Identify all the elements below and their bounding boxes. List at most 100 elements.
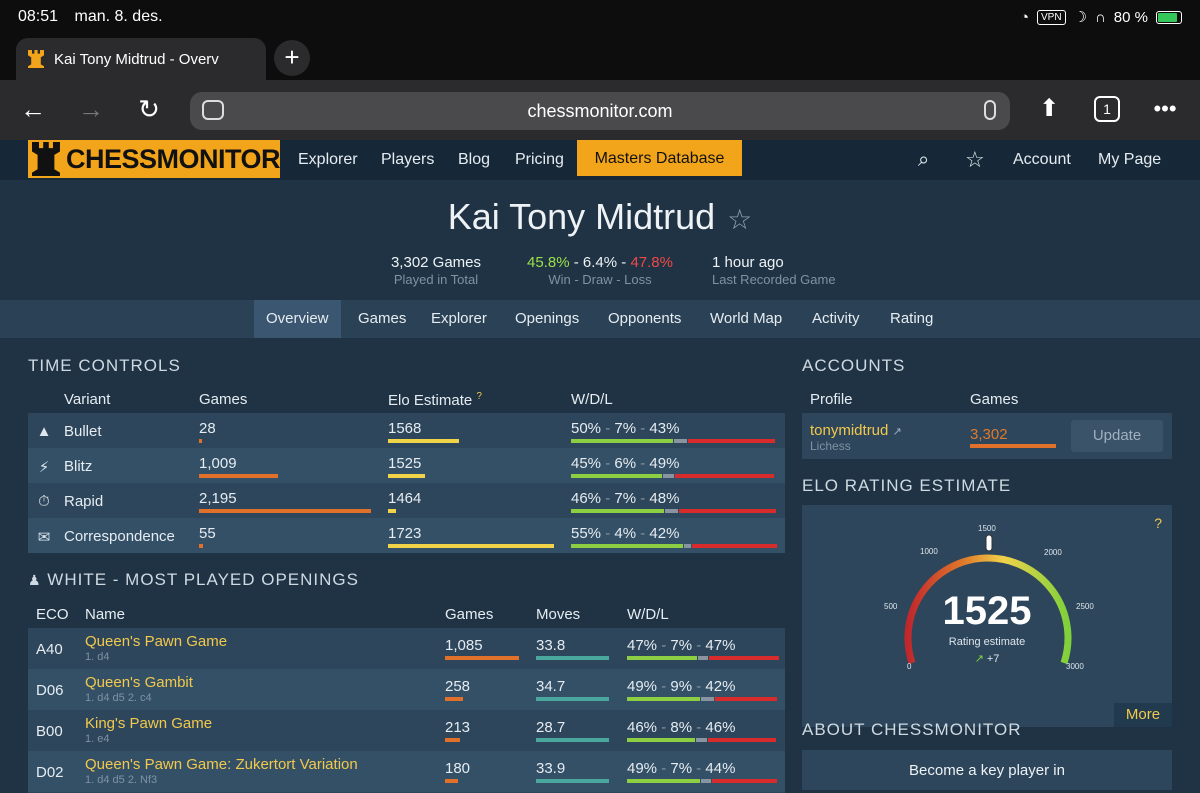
gauge-needle	[985, 534, 993, 552]
wifi-icon: ◔	[1019, 8, 1029, 26]
op-eco: B00	[36, 723, 63, 740]
nav-players[interactable]: Players	[381, 151, 435, 168]
tab-openings[interactable]: Openings	[515, 310, 580, 327]
gauge-tick-2000: 2000	[1044, 548, 1062, 557]
elo-help-icon[interactable]: ?	[476, 391, 482, 402]
stat-wdl-label: Win - Draw - Loss	[548, 272, 652, 287]
nav-my-page[interactable]: My Page	[1098, 151, 1162, 168]
back-button[interactable]: ←	[20, 94, 46, 124]
gauge-tick-1500: 1500	[978, 524, 996, 533]
search-icon[interactable]: ⌕	[918, 149, 930, 171]
op-loss: 47%	[705, 637, 736, 654]
op-draw-bar	[701, 779, 711, 783]
opening-row[interactable]: D02 Queen's Pawn Game: Zukertort Variati…	[28, 751, 785, 792]
tc-loss: 49%	[649, 455, 680, 472]
op-header-wdl: W/D/L	[627, 606, 669, 623]
op-win: 47%	[627, 637, 658, 654]
tc-header-elo: Elo Estimate ?	[388, 391, 482, 409]
op-name-link[interactable]: Queen's Gambit	[85, 674, 193, 691]
op-name-link[interactable]: Queen's Pawn Game: Zukertort Variation	[85, 756, 358, 773]
opening-row[interactable]: A40 Queen's Pawn Game 1. d4 1,085 33.8	[28, 628, 785, 669]
time-controls-title: TIME CONTROLS	[28, 356, 181, 375]
op-loss-bar	[715, 697, 777, 701]
elo-more-link[interactable]: More	[1114, 703, 1172, 727]
op-wdl: 46% - 8% - 46%	[627, 719, 736, 736]
new-tab-button[interactable]: +	[274, 40, 310, 76]
time-control-row[interactable]: ▲ Bullet 28 1568	[28, 413, 785, 448]
tc-loss: 43%	[649, 420, 680, 437]
tab-title: Kai Tony Midtrud - Overv	[54, 50, 219, 68]
tc-elo: 1723	[388, 525, 422, 542]
openings-title-text: WHITE - MOST PLAYED OPENINGS	[47, 570, 359, 589]
follow-star-icon[interactable]: ☆	[727, 204, 753, 235]
elo-label: Rating estimate	[948, 636, 1026, 648]
more-menu-button[interactable]: •••	[1153, 96, 1177, 121]
microphone-icon[interactable]	[984, 100, 996, 120]
tc-win: 55%	[571, 525, 602, 542]
share-button[interactable]: ⬆	[1038, 95, 1060, 122]
account-profile-link[interactable]: tonymidtrud ↗	[810, 422, 902, 439]
tc-win-bar	[571, 509, 664, 513]
tab-overview[interactable]: Overview	[254, 300, 341, 338]
tc-header-elo-text: Elo Estimate	[388, 392, 473, 409]
tab-explorer[interactable]: Explorer	[431, 310, 487, 327]
op-name-link[interactable]: Queen's Pawn Game	[85, 633, 228, 650]
opening-row[interactable]: D06 Queen's Gambit 1. d4 d5 2. c4 258 34…	[28, 669, 785, 710]
op-moves-bar	[536, 697, 609, 701]
tab-world-map[interactable]: World Map	[710, 310, 783, 327]
time-control-row[interactable]: ⏱ Rapid 2,195 1464	[28, 483, 785, 518]
browser-tab[interactable]: Kai Tony Midtrud - Overv	[16, 38, 266, 80]
nav-blog[interactable]: Blog	[458, 151, 491, 168]
reload-button[interactable]: ↻	[138, 94, 160, 124]
nav-pricing[interactable]: Pricing	[515, 151, 564, 168]
op-draw-bar	[698, 656, 708, 660]
chessmonitor-logo[interactable]: CHESSMONITOR	[28, 140, 281, 178]
correspondence-icon: ✉	[37, 529, 51, 546]
pawn-icon: ♟	[28, 572, 42, 588]
op-name-link[interactable]: King's Pawn Game	[85, 715, 213, 732]
op-games-bar	[445, 656, 519, 660]
op-line: 1. d4 d5 2. Nf3	[85, 774, 158, 786]
tc-loss-bar	[692, 544, 777, 548]
account-profile-name: tonymidtrud	[810, 422, 889, 439]
op-moves-bar	[536, 656, 609, 660]
tab-rating[interactable]: Rating	[890, 310, 934, 327]
tc-games-bar	[199, 439, 202, 443]
op-draw-bar	[701, 697, 714, 701]
opening-row[interactable]: B00 King's Pawn Game 1. e4 213 28.7	[28, 710, 785, 751]
tab-games[interactable]: Games	[358, 310, 407, 327]
nav-account[interactable]: Account	[1013, 151, 1071, 168]
tc-draw: 6%	[614, 455, 637, 472]
update-button[interactable]: Update	[1071, 420, 1163, 452]
nav-masters-database[interactable]: Masters Database	[577, 140, 742, 176]
elo-help-icon[interactable]: ?	[1154, 515, 1162, 531]
camera-search-icon[interactable]	[202, 100, 224, 120]
tc-loss: 42%	[649, 525, 680, 542]
op-moves: 33.9	[536, 760, 566, 777]
op-line: 1. e4	[85, 733, 110, 745]
tc-wdl: 55% - 4% - 42%	[571, 525, 680, 542]
op-win-bar	[627, 656, 697, 660]
stat-draw: 6.4%	[582, 254, 618, 271]
op-eco: D06	[36, 682, 64, 699]
stat-wdl: 45.8% - 6.4% - 47.8% Win - Draw - Loss	[510, 254, 690, 287]
tc-draw-bar	[663, 474, 674, 478]
op-draw-bar	[696, 738, 707, 742]
tc-elo: 1525	[388, 455, 422, 472]
nav-explorer[interactable]: Explorer	[298, 151, 358, 168]
address-bar[interactable]: chessmonitor.com	[190, 92, 1010, 130]
op-moves: 34.7	[536, 678, 566, 695]
op-draw: 7%	[670, 760, 693, 777]
forward-button[interactable]: →	[78, 94, 104, 124]
tab-opponents[interactable]: Opponents	[608, 310, 682, 327]
url-text: chessmonitor.com	[527, 101, 673, 121]
stat-last-value: 1 hour ago	[712, 254, 784, 271]
tab-count-button[interactable]: 1	[1094, 96, 1120, 122]
op-line: 1. d4 d5 2. c4	[85, 692, 152, 704]
op-win: 49%	[627, 760, 658, 777]
favorite-star-icon[interactable]: ☆	[965, 147, 985, 172]
browser-toolbar: ← → ↻ chessmonitor.com ⬆ 1 •••	[0, 80, 1200, 140]
op-draw: 8%	[670, 719, 693, 736]
tab-activity[interactable]: Activity	[812, 310, 860, 327]
tc-loss-bar	[675, 474, 774, 478]
